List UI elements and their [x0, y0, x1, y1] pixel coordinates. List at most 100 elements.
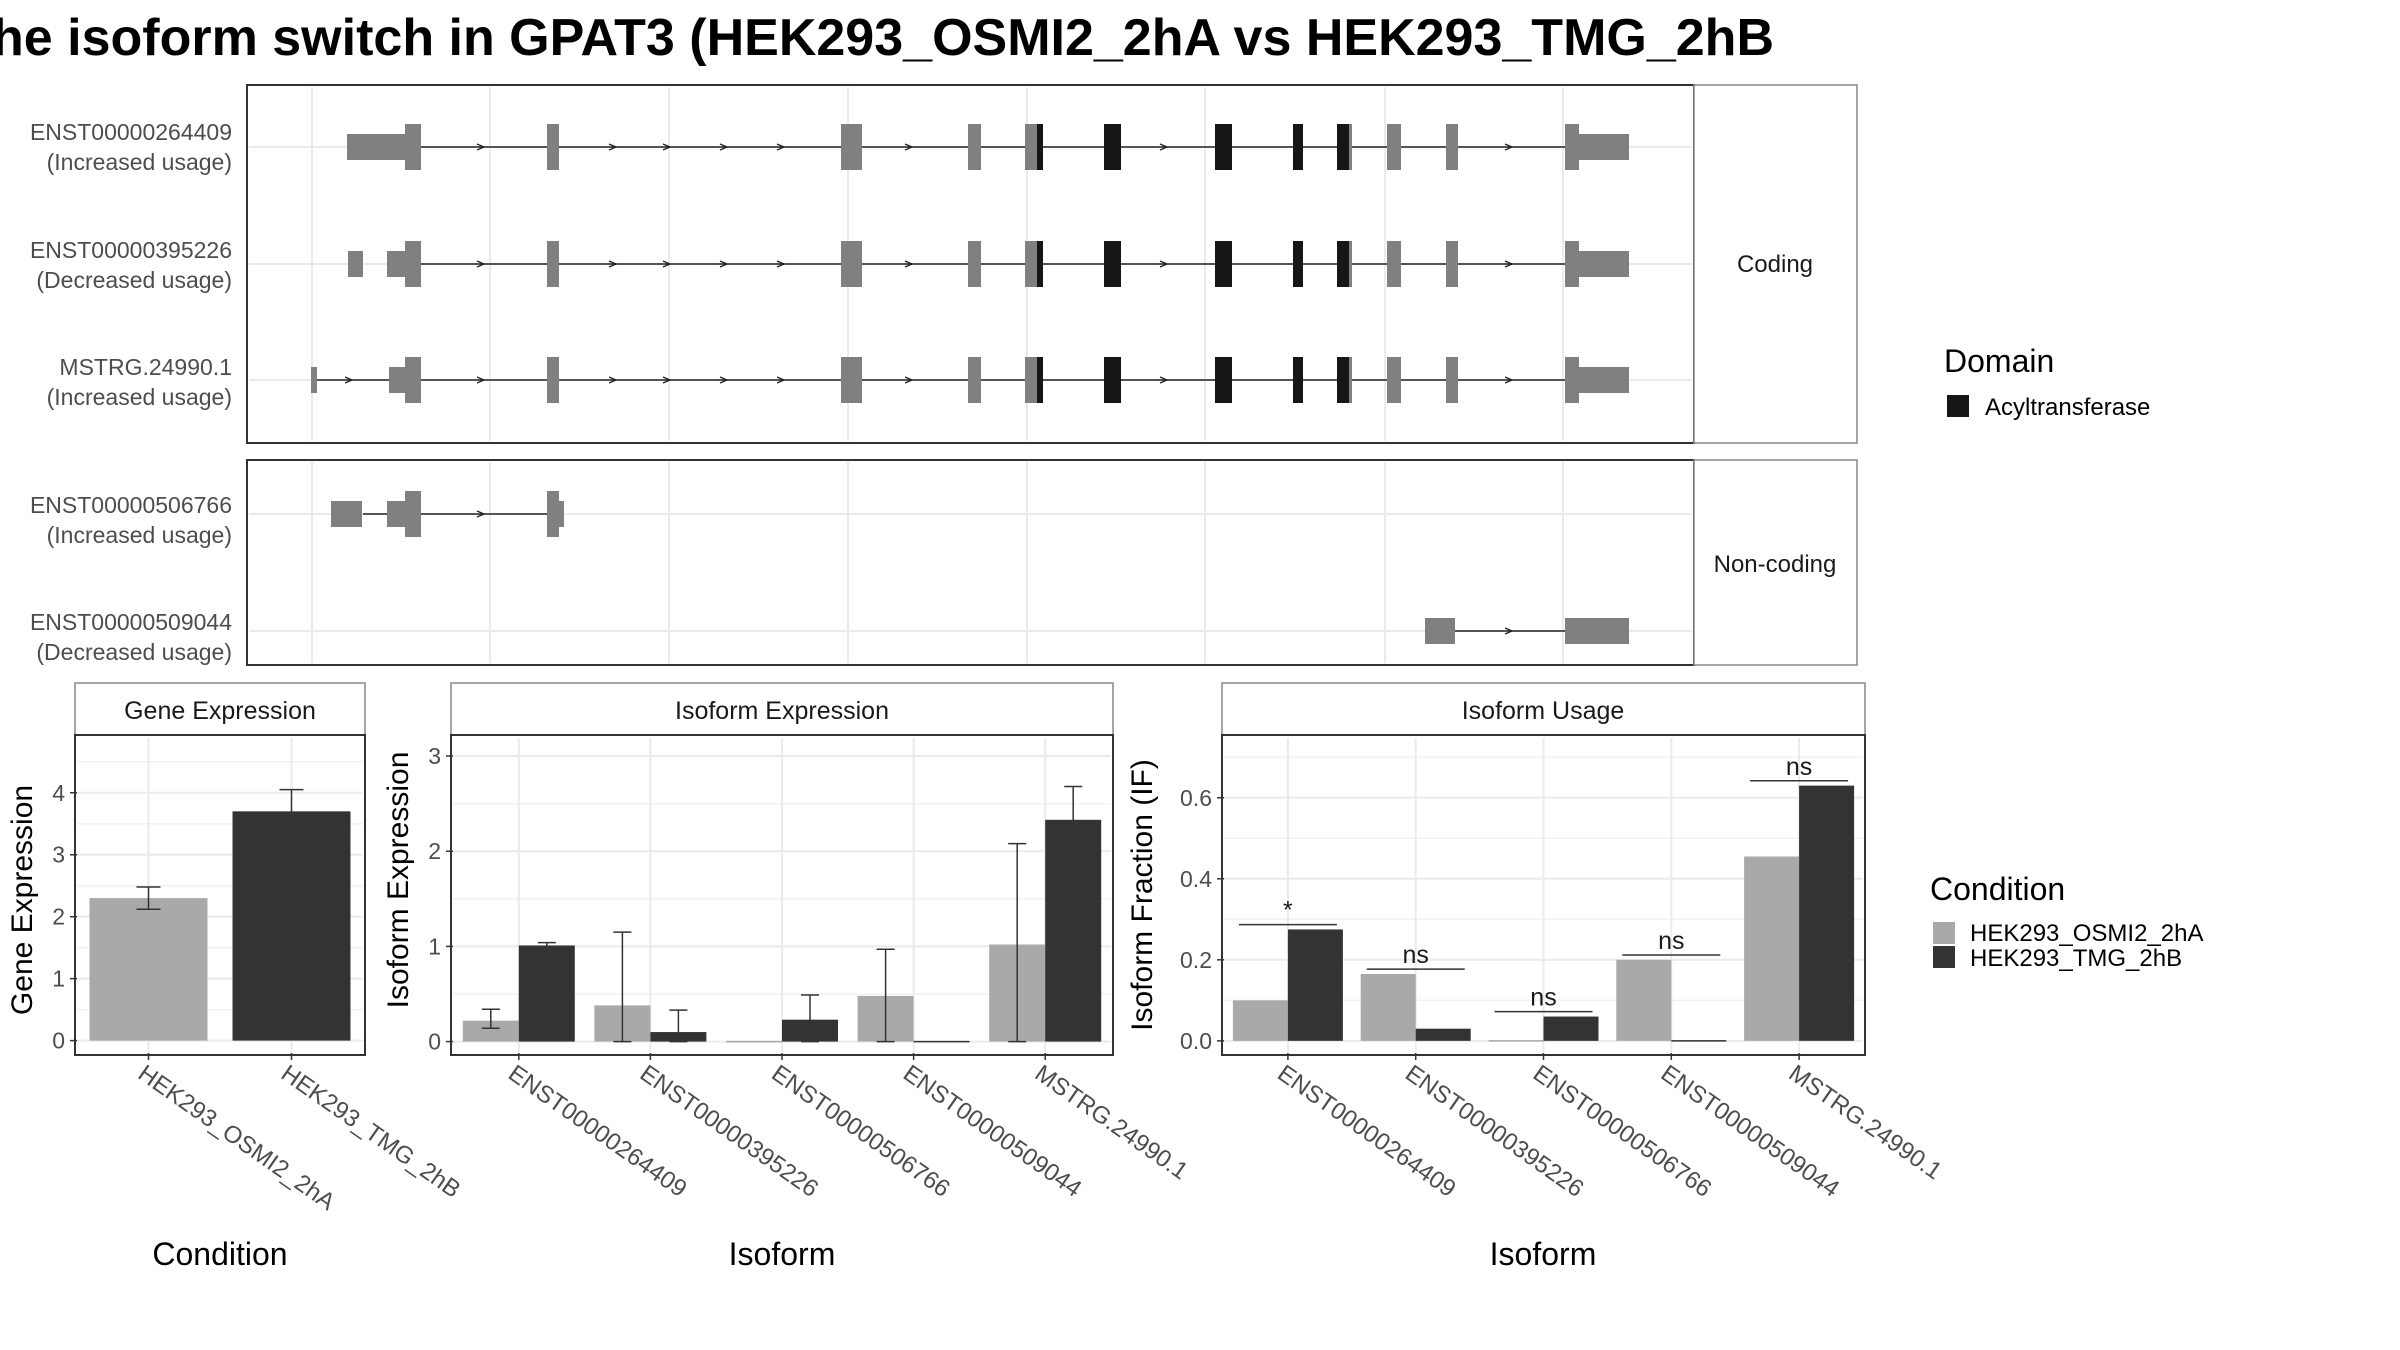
bar: [1287, 929, 1343, 1041]
exon: [547, 491, 559, 537]
strand-arrow: [662, 376, 672, 384]
gene-structure-panel: Coding Non-coding ENST00000264409 (Incre…: [30, 84, 1858, 666]
exon: [311, 367, 317, 393]
exon: [1565, 618, 1629, 644]
exon: [387, 251, 405, 277]
exon: [1446, 241, 1458, 287]
y-tick-label: 1: [52, 966, 65, 992]
transcript-usage-label: (Decreased usage): [36, 267, 232, 293]
strand-arrow: [662, 143, 672, 151]
transcript-model: [348, 241, 1629, 287]
bar: [1360, 974, 1416, 1041]
condition-legend-swatch: [1933, 922, 1955, 944]
domain-exon: [1104, 357, 1121, 403]
condition-legend-title: Condition: [1930, 871, 2065, 907]
strand-arrow: [1504, 376, 1514, 384]
noncoding-facet-strip: [1693, 459, 1858, 666]
domain-legend-label: Acyltransferase: [1985, 394, 2150, 421]
domain-exon: [1293, 357, 1303, 403]
domain-exon: [1104, 241, 1121, 287]
gene-expression-ylabel: Gene Expression: [6, 785, 39, 1015]
coding-facet-strip: [1693, 84, 1858, 444]
strand-arrow: [1504, 627, 1514, 635]
strand-arrow: [662, 260, 672, 268]
isoform-expression-xlabel: Isoform: [729, 1236, 836, 1272]
y-tick-label: 0.0: [1180, 1028, 1212, 1054]
significance-label: ns: [1786, 753, 1812, 781]
strand-arrow: [476, 260, 486, 268]
y-tick-label: 3: [428, 743, 441, 769]
strand-arrow: [344, 376, 354, 384]
transcript-id-label: ENST00000509044: [30, 609, 232, 635]
bar: [1744, 856, 1800, 1041]
y-tick-label: 0: [428, 1029, 441, 1055]
transcript-model: [347, 124, 1629, 170]
noncoding-panel-frame: [246, 459, 1695, 666]
y-tick-label: 3: [52, 842, 65, 868]
domain-exon: [1215, 357, 1232, 403]
strand-arrow: [904, 143, 914, 151]
exon: [1579, 134, 1629, 160]
bar: [1232, 1000, 1288, 1041]
exon: [841, 124, 862, 170]
bar: [232, 811, 351, 1041]
exon: [841, 241, 862, 287]
strand-arrow: [1504, 143, 1514, 151]
significance-label: ns: [1530, 984, 1556, 1012]
transcript-id-label: ENST00000395226: [30, 237, 232, 263]
strand-arrow: [1159, 143, 1169, 151]
domain-exon: [1337, 357, 1349, 403]
exon: [968, 124, 981, 170]
domain-exon: [1293, 241, 1303, 287]
transcript-usage-label: (Increased usage): [47, 149, 232, 175]
domain-exon: [1293, 124, 1303, 170]
y-tick-label: 2: [52, 904, 65, 930]
exon: [1349, 357, 1352, 403]
bar: [1799, 785, 1855, 1041]
bar: [1543, 1016, 1599, 1041]
strand-arrow: [904, 260, 914, 268]
domain-legend: Domain Acyltransferase: [1944, 343, 2150, 421]
coding-facet-label: Coding: [1737, 251, 1813, 278]
transcript-id-label: ENST00000264409: [30, 119, 232, 145]
exon: [405, 357, 421, 403]
strand-arrow: [719, 376, 729, 384]
exon: [405, 491, 421, 537]
isoform-usage-xlabel: Isoform: [1490, 1236, 1597, 1272]
transcript-usage-label: (Increased usage): [47, 522, 232, 548]
isoform-usage-strip: [1221, 682, 1866, 736]
condition-legend-label: HEK293_TMG_2hB: [1970, 945, 2182, 972]
exon: [1565, 357, 1579, 403]
bar: [1415, 1028, 1471, 1041]
strand-arrow: [776, 143, 786, 151]
exon: [968, 241, 981, 287]
exon: [405, 124, 421, 170]
strand-arrow: [476, 376, 486, 384]
isoform-usage-title: Isoform Usage: [1462, 697, 1625, 725]
domain-exon: [1037, 357, 1043, 403]
domain-exon: [1037, 124, 1043, 170]
transcript-id-label: MSTRG.24990.1: [59, 354, 232, 380]
significance-label: ns: [1658, 927, 1684, 955]
exon: [1387, 241, 1401, 287]
y-tick-label: 1: [428, 933, 441, 959]
exon: [1349, 241, 1352, 287]
noncoding-facet-label: Non-coding: [1714, 551, 1837, 578]
domain-exon: [1337, 241, 1349, 287]
exon: [1349, 124, 1352, 170]
domain-legend-title: Domain: [1944, 343, 2054, 379]
bar: [1616, 959, 1672, 1041]
strand-arrow: [904, 376, 914, 384]
transcript-usage-label: (Decreased usage): [36, 639, 232, 665]
strand-arrow: [776, 376, 786, 384]
y-tick-label: 0.4: [1180, 866, 1212, 892]
exon: [389, 367, 405, 393]
domain-exon: [1215, 241, 1232, 287]
strand-arrow: [608, 376, 618, 384]
transcript-usage-label: (Increased usage): [47, 384, 232, 410]
exon: [347, 134, 405, 160]
isoform-expression-title: Isoform Expression: [675, 697, 889, 725]
exon: [1025, 124, 1037, 170]
domain-exon: [1037, 241, 1043, 287]
exon: [1387, 124, 1401, 170]
